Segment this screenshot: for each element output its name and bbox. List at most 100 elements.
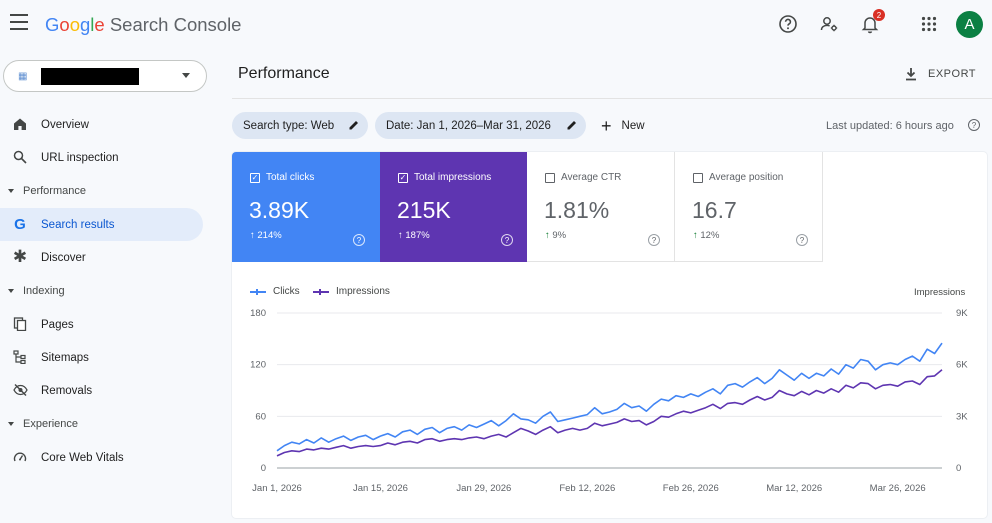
legend-impressions[interactable]: Impressions xyxy=(313,286,390,297)
x-tick-label: Mar 26, 2026 xyxy=(870,483,926,494)
new-filter-button[interactable]: + New xyxy=(601,114,645,138)
manage-users-icon[interactable] xyxy=(817,12,841,36)
y-left-tick-label: 180 xyxy=(250,308,266,319)
search-console-logo[interactable]: Google Search Console xyxy=(45,14,242,35)
sidebar-item-label: Pages xyxy=(41,318,74,331)
section-experience[interactable]: Experience xyxy=(0,407,212,441)
caret-down-icon xyxy=(8,289,14,293)
chip-label: Search type: Web xyxy=(243,119,335,132)
x-tick-label: Mar 12, 2026 xyxy=(766,483,822,494)
metric-delta: ↑ 12% xyxy=(693,230,720,241)
redacted-property-name xyxy=(41,68,139,85)
sidebar-item-label: Overview xyxy=(41,118,89,131)
plus-icon: + xyxy=(601,116,612,136)
metric-total-clicks[interactable]: ✓ Total clicks 3.89K ↑ 214% ? xyxy=(232,152,380,262)
edit-pencil-icon xyxy=(349,121,358,130)
metric-help-icon[interactable]: ? xyxy=(353,234,365,246)
x-tick-label: Feb 12, 2026 xyxy=(559,483,615,494)
checkbox-unchecked-icon[interactable] xyxy=(693,172,703,183)
x-tick-label: Jan 29, 2026 xyxy=(456,483,511,494)
y-left-tick-label: 60 xyxy=(255,411,266,422)
notifications-bell-icon[interactable]: 2 xyxy=(858,9,885,36)
gauge-icon xyxy=(12,449,28,465)
sidebar-item-overview[interactable]: Overview xyxy=(0,108,203,141)
metric-average-ctr[interactable]: Average CTR 1.81% ↑ 9% ? xyxy=(527,152,675,262)
legend-line-marker xyxy=(313,288,329,296)
sidebar-item-pages[interactable]: Pages xyxy=(0,308,203,341)
metric-value: 16.7 xyxy=(692,197,737,223)
header-divider xyxy=(232,98,992,99)
export-label: EXPORT xyxy=(928,68,977,80)
product-name: Search Console xyxy=(109,14,242,35)
caret-down-icon xyxy=(8,189,14,193)
x-tick-label: Feb 26, 2026 xyxy=(663,483,719,494)
series-line-impressions xyxy=(276,369,943,457)
sidebar-item-core-web-vitals[interactable]: Core Web Vitals xyxy=(0,441,203,474)
google-g-icon: G xyxy=(14,215,26,233)
metric-help-icon[interactable]: ? xyxy=(796,234,808,246)
sidebar-item-discover[interactable]: ✱ Discover xyxy=(0,241,203,274)
section-label: Experience xyxy=(23,418,79,430)
date-filter-chip[interactable]: Date: Jan 1, 2026–Mar 31, 2026 xyxy=(375,112,586,139)
section-performance[interactable]: Performance xyxy=(0,174,212,208)
removals-icon xyxy=(12,382,28,398)
metric-total-impressions[interactable]: ✓ Total impressions 215K ↑ 187% ? xyxy=(380,152,528,262)
y-right-tick-label: 0 xyxy=(956,463,961,474)
main-menu-icon[interactable] xyxy=(10,14,30,32)
sidebar-item-removals[interactable]: Removals xyxy=(0,374,203,407)
y-right-tick-label: 9K xyxy=(956,308,968,319)
y-left-tick-label: 0 xyxy=(261,463,266,474)
site-icon: ▦ xyxy=(18,71,28,82)
checkbox-checked-icon[interactable]: ✓ xyxy=(250,172,260,183)
metric-help-icon[interactable]: ? xyxy=(648,234,660,246)
sidebar-item-label: Removals xyxy=(41,384,93,397)
pages-icon xyxy=(12,316,28,332)
chip-label: Date: Jan 1, 2026–Mar 31, 2026 xyxy=(386,119,551,132)
performance-line-chart[interactable]: 0 60 120 180 0 3K 6K 9K Jan 1, 2026 Jan 15, 2026 J… xyxy=(232,300,987,505)
sidebar-item-search-results[interactable]: G Search results xyxy=(0,208,203,241)
legend-clicks[interactable]: Clicks xyxy=(250,286,300,297)
x-tick-label: Jan 15, 2026 xyxy=(353,483,408,494)
edit-pencil-icon xyxy=(567,121,576,130)
metric-label: Average position xyxy=(709,172,784,183)
sidebar-item-sitemaps[interactable]: Sitemaps xyxy=(0,341,203,374)
sidebar-item-url-inspection[interactable]: URL inspection xyxy=(0,141,203,174)
sidebar-nav: Overview URL inspection Performance G Se… xyxy=(0,108,212,474)
account-avatar[interactable]: A xyxy=(956,11,983,38)
legend-label: Clicks xyxy=(273,286,300,297)
arrow-up-icon: ↑ xyxy=(693,230,698,241)
search-type-filter-chip[interactable]: Search type: Web xyxy=(232,112,368,139)
legend-label: Impressions xyxy=(336,286,390,297)
apps-grid-icon[interactable] xyxy=(917,12,941,36)
metric-delta: ↑ 187% xyxy=(398,230,430,241)
metric-label: Average CTR xyxy=(561,172,622,183)
new-filter-label: New xyxy=(621,120,645,132)
metric-delta: ↑ 214% xyxy=(250,230,282,241)
page-title: Performance xyxy=(238,65,330,82)
metric-average-position[interactable]: Average position 16.7 ↑ 12% ? xyxy=(675,152,823,262)
sidebar-item-label: Search results xyxy=(41,218,115,231)
property-selector[interactable]: ▦ xyxy=(3,60,207,92)
checkbox-unchecked-icon[interactable] xyxy=(545,172,555,183)
download-icon xyxy=(906,68,916,81)
top-bar: Google Search Console 2 A xyxy=(0,0,992,50)
checkbox-checked-icon[interactable]: ✓ xyxy=(398,172,408,183)
home-icon xyxy=(12,116,28,132)
y-left-tick-label: 120 xyxy=(250,360,266,371)
section-indexing[interactable]: Indexing xyxy=(0,274,212,308)
metric-help-icon[interactable]: ? xyxy=(501,234,513,246)
last-updated-help-icon[interactable]: ? xyxy=(968,119,980,131)
arrow-up-icon: ↑ xyxy=(398,230,403,241)
export-button[interactable]: EXPORT xyxy=(904,64,976,84)
metric-value: 3.89K xyxy=(249,197,310,223)
last-updated-text: Last updated: 6 hours ago xyxy=(826,120,954,132)
sidebar-item-label: Core Web Vitals xyxy=(41,451,124,464)
right-axis-label: Impressions xyxy=(914,287,966,298)
y-right-tick-label: 6K xyxy=(956,360,968,371)
section-label: Performance xyxy=(23,185,86,197)
help-icon[interactable] xyxy=(776,12,800,36)
x-tick-label: Jan 1, 2026 xyxy=(252,483,302,494)
sitemap-icon xyxy=(12,349,28,365)
arrow-up-icon: ↑ xyxy=(545,230,550,241)
caret-down-icon xyxy=(8,422,14,426)
